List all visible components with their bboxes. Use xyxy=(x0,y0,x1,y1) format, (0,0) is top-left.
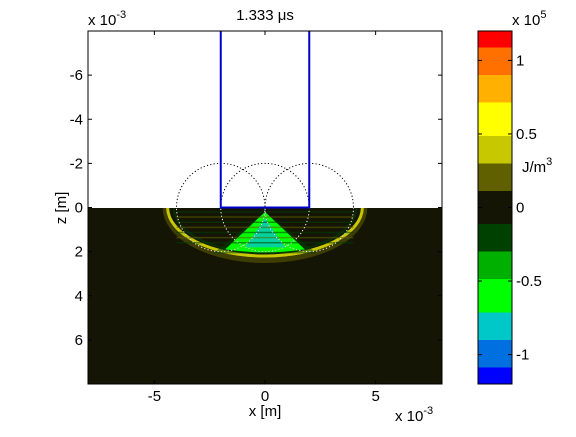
y-axis-label: z [m] xyxy=(53,192,70,225)
wavefront-ring xyxy=(166,208,364,258)
y-exponent-label: x 10-3 xyxy=(88,9,126,29)
x-axis-ticks: -5 0 5 xyxy=(148,31,380,405)
colorbar-tick-label: 0.5 xyxy=(516,126,537,143)
y-tick-label: 2 xyxy=(75,244,83,261)
colorbar-tick-label: 0 xyxy=(516,200,524,217)
colorbar-tick-label: -1 xyxy=(516,347,529,364)
y-tick-label: 0 xyxy=(75,200,83,217)
chart-title: 1.333 μs xyxy=(236,7,294,24)
y-tick-label: 4 xyxy=(75,288,83,305)
colorbar xyxy=(477,30,513,385)
x-tick-label: 5 xyxy=(371,388,379,405)
y-tick-label: -6 xyxy=(70,67,83,84)
y-axis-ticks: -6 -4 -2 0 2 4 6 xyxy=(70,67,442,349)
x-exponent-label: x 10-3 xyxy=(395,405,433,425)
transducer-outline xyxy=(219,31,311,209)
y-tick-label: -4 xyxy=(70,111,83,128)
colorbar-tick-label: 1 xyxy=(516,52,524,69)
plot-area xyxy=(88,31,442,384)
colorbar-tick-label: -0.5 xyxy=(516,273,542,290)
y-tick-label: 6 xyxy=(75,332,83,349)
colorbar-unit-label: J/m3 xyxy=(522,156,552,176)
x-tick-label: -5 xyxy=(148,388,161,405)
y-tick-label: -2 xyxy=(70,155,83,172)
transducer-line xyxy=(219,31,311,209)
x-tick-label: 0 xyxy=(261,388,269,405)
colorbar-exponent-label: x 105 xyxy=(512,9,546,29)
colorbar-ticks: -1 -0.5 0 0.5 1 xyxy=(478,52,542,364)
wavefront-halo xyxy=(162,208,368,264)
x-axis-label: x [m] xyxy=(249,403,282,420)
energy-features xyxy=(162,208,368,264)
